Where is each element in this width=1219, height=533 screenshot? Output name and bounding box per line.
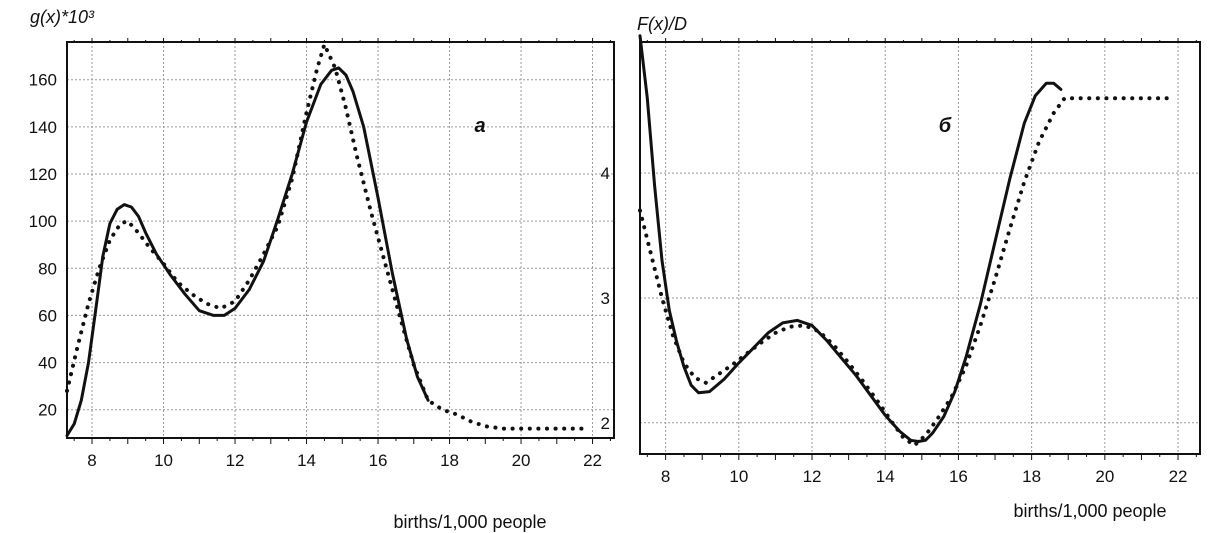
panel-a-y-tick-label: 100 bbox=[29, 212, 57, 231]
panel-b-x-axis-label: births/1,000 people bbox=[1013, 501, 1166, 521]
panel-a-x-tick-label: 8 bbox=[87, 451, 96, 470]
panel-b-x-tick-label: 8 bbox=[661, 467, 670, 486]
panel-a-letter-label: а bbox=[474, 115, 485, 137]
panel-b-plot-area bbox=[640, 42, 1200, 454]
panel-a-plot-frame bbox=[66, 41, 615, 439]
panel-a-x-tick-label: 22 bbox=[583, 451, 602, 470]
panel-b-x-tick-label: 14 bbox=[876, 467, 895, 486]
panel-b-y-axis-label: F(x)/D bbox=[637, 14, 687, 34]
panel-b-y-tick-label: 3 bbox=[601, 289, 610, 308]
panel-b-x-tick-label: 10 bbox=[729, 467, 748, 486]
panel-b-series-solid-line bbox=[638, 34, 1063, 443]
panel-b-x-tick-label: 12 bbox=[803, 467, 822, 486]
panel-a-x-tick-label: 16 bbox=[369, 451, 388, 470]
panel-a-y-tick-label: 160 bbox=[29, 71, 57, 90]
panel-b-letter-label: б bbox=[939, 115, 952, 137]
panel-a-series-dotted-line bbox=[65, 42, 588, 431]
panel-a-x-tick-label: 20 bbox=[512, 451, 531, 470]
panel-a-series-solid-line bbox=[65, 66, 430, 438]
panel-b-plot-frame bbox=[639, 41, 1201, 455]
panel-a-x-axis-label: births/1,000 people bbox=[393, 512, 546, 532]
panel-b-x-tick-label: 16 bbox=[949, 467, 968, 486]
panel-a-plot-area bbox=[67, 42, 614, 438]
panel-b-series-dotted-line bbox=[638, 96, 1173, 448]
panel-a-y-tick-label: 60 bbox=[38, 306, 57, 325]
panel-b-x-tick-label: 20 bbox=[1095, 467, 1114, 486]
panel-a-x-tick-label: 18 bbox=[440, 451, 459, 470]
panel-b-x-tick-label: 18 bbox=[1022, 467, 1041, 486]
panel-a-y-tick-label: 140 bbox=[29, 118, 57, 137]
panel-a-y-tick-label: 80 bbox=[38, 259, 57, 278]
panel-b-x-tick-label: 22 bbox=[1169, 467, 1188, 486]
panel-b-y-tick-label: 2 bbox=[601, 414, 610, 433]
panel-a-y-tick-label: 40 bbox=[38, 354, 57, 373]
panel-a-y-tick-label: 20 bbox=[38, 401, 57, 420]
panel-a-x-tick-label: 12 bbox=[226, 451, 245, 470]
panel-b-y-tick-label: 4 bbox=[601, 164, 610, 183]
panel-a-x-tick-label: 14 bbox=[297, 451, 316, 470]
panel-a-y-tick-label: 120 bbox=[29, 165, 57, 184]
panel-a-x-tick-label: 10 bbox=[154, 451, 173, 470]
panel-a-y-axis-label: g(x)*10³ bbox=[30, 7, 95, 27]
